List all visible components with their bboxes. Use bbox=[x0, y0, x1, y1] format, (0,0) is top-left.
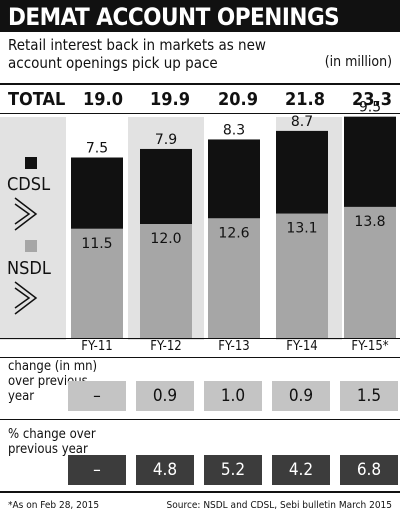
change-value: 0.9 bbox=[272, 381, 330, 411]
nsdl-value-label: 12.6 bbox=[218, 225, 249, 241]
change-value: 1.0 bbox=[204, 381, 262, 411]
nsdl-legend-label: NSDL bbox=[7, 258, 51, 279]
cdsl-bar bbox=[208, 139, 260, 219]
nsdl-value-label: 13.1 bbox=[286, 221, 317, 237]
chevron-right-icon bbox=[14, 197, 38, 231]
divider-axis bbox=[0, 357, 400, 358]
cdsl-value-label: 7.5 bbox=[86, 141, 108, 157]
x-tick-label: FY-15* bbox=[351, 339, 389, 354]
pct-change-value: 6.8 bbox=[340, 455, 398, 485]
nsdl-bar bbox=[344, 206, 396, 338]
cdsl-bar bbox=[71, 157, 123, 229]
source-note: Source: NSDL and CDSL, Sebi bulletin Mar… bbox=[166, 500, 392, 511]
cdsl-value-label: 9.5 bbox=[359, 100, 381, 116]
cdsl-legend-swatch bbox=[25, 157, 37, 169]
change-value: 0.9 bbox=[136, 381, 194, 411]
total-label: TOTAL bbox=[8, 89, 66, 110]
pct-change-value: – bbox=[68, 455, 126, 485]
pct-change-value: 4.2 bbox=[272, 455, 330, 485]
nsdl-bar bbox=[208, 218, 260, 338]
legend-panel bbox=[0, 117, 66, 340]
x-tick-label: FY-11 bbox=[81, 339, 113, 354]
cdsl-legend-label: CDSL bbox=[7, 174, 51, 195]
total-value: 23.3 bbox=[352, 89, 392, 110]
total-value: 19.0 bbox=[83, 89, 123, 110]
pct-change-value: 4.8 bbox=[136, 455, 194, 485]
change-row-label: change (in mn) over previous year bbox=[8, 359, 98, 404]
unit-label: (in million) bbox=[324, 54, 392, 70]
total-value: 21.8 bbox=[285, 89, 325, 110]
footnote: *As on Feb 28, 2015 bbox=[8, 500, 100, 511]
cdsl-bar bbox=[140, 148, 192, 224]
divider-top bbox=[0, 83, 400, 85]
divider-bottom bbox=[0, 491, 400, 493]
nsdl-bar bbox=[71, 228, 123, 338]
change-value: 1.5 bbox=[340, 381, 398, 411]
pct-change-row-label: % change over previous year bbox=[8, 427, 96, 457]
cdsl-value-label: 8.7 bbox=[291, 114, 313, 130]
nsdl-value-label: 11.5 bbox=[81, 236, 112, 252]
nsdl-value-label: 13.8 bbox=[354, 214, 385, 230]
x-tick-label: FY-13 bbox=[218, 339, 250, 354]
x-tick-label: FY-12 bbox=[150, 339, 182, 354]
stacked-bar-chart: 11.5 7.5 12.0 7.9 12.6 8.3 13.1 8.7 13.8 9.5 bbox=[71, 100, 396, 338]
total-value: 20.9 bbox=[218, 89, 258, 110]
nsdl-legend-swatch bbox=[25, 240, 37, 252]
nsdl-bar bbox=[140, 224, 192, 338]
nsdl-bar bbox=[276, 213, 328, 338]
nsdl-value-label: 12.0 bbox=[150, 231, 181, 247]
total-value: 19.9 bbox=[150, 89, 190, 110]
divider-rows bbox=[0, 419, 400, 420]
chevron-right-icon bbox=[14, 281, 38, 315]
chart-subtitle: Retail interest back in markets as new a… bbox=[8, 36, 266, 72]
x-tick-label: FY-14 bbox=[286, 339, 318, 354]
cdsl-value-label: 8.3 bbox=[223, 122, 245, 138]
pct-change-value: 5.2 bbox=[204, 455, 262, 485]
cdsl-value-label: 7.9 bbox=[155, 132, 177, 148]
divider-totals bbox=[0, 113, 400, 114]
chart-title: DEMAT ACCOUNT OPENINGS bbox=[8, 3, 340, 31]
cdsl-bar bbox=[344, 116, 396, 207]
cdsl-bar bbox=[276, 130, 328, 214]
x-axis-line bbox=[0, 338, 400, 339]
change-value: – bbox=[68, 381, 126, 411]
title-bar: DEMAT ACCOUNT OPENINGS bbox=[0, 0, 400, 32]
